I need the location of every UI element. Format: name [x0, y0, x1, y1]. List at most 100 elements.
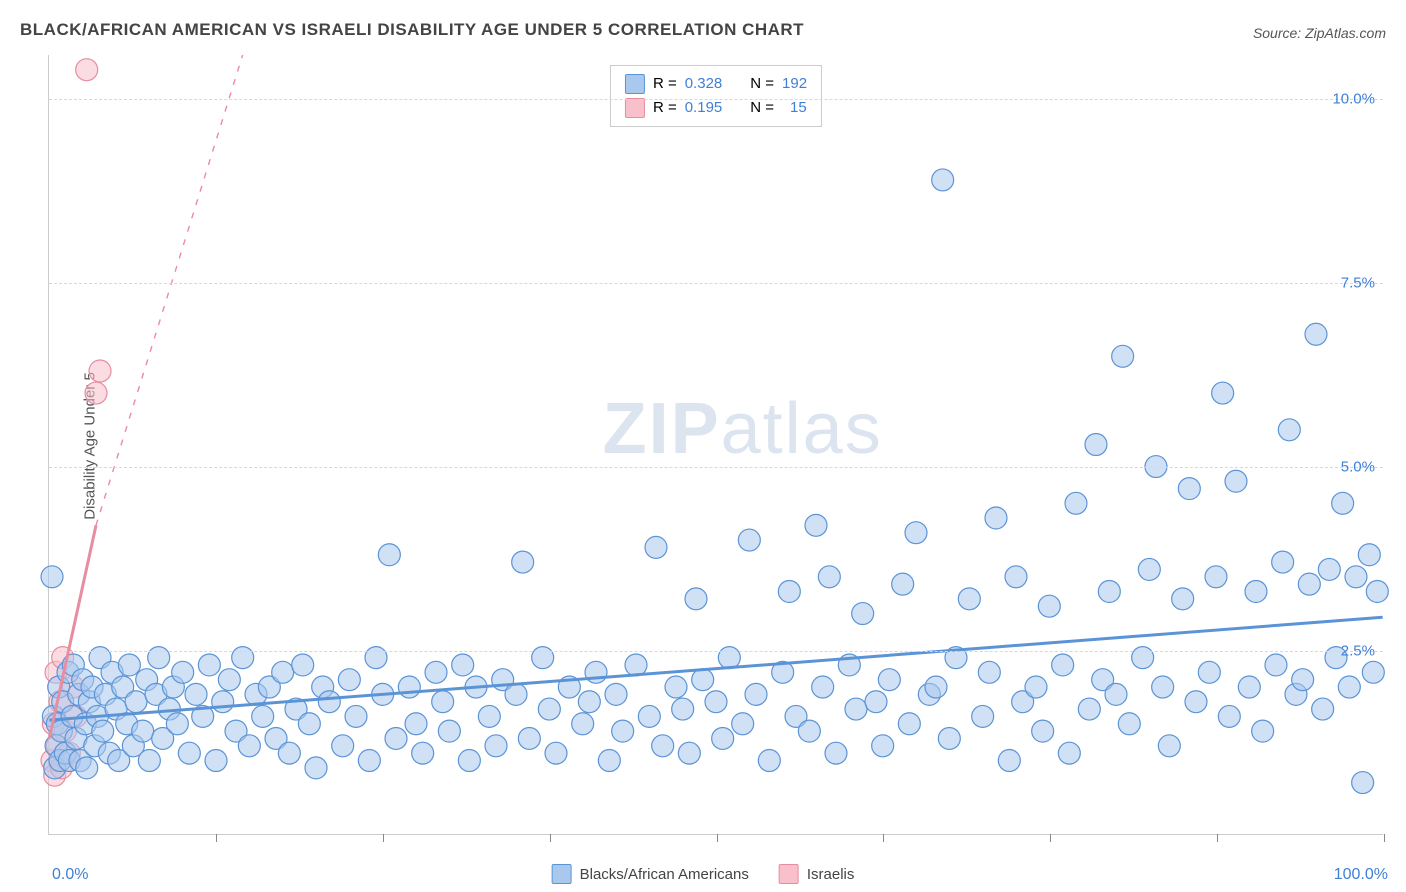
- scatter-point-blue: [1172, 588, 1194, 610]
- scatter-point-blue: [985, 507, 1007, 529]
- scatter-point-blue: [712, 727, 734, 749]
- scatter-point-blue: [758, 750, 780, 772]
- scatter-point-blue: [865, 691, 887, 713]
- scatter-point-blue: [1338, 676, 1360, 698]
- scatter-point-blue: [538, 698, 560, 720]
- scatter-point-blue: [1352, 772, 1374, 794]
- scatter-point-blue: [118, 654, 140, 676]
- swatch-pink-icon: [779, 864, 799, 884]
- x-axis-max-label: 100.0%: [1334, 866, 1388, 884]
- scatter-point-blue: [938, 727, 960, 749]
- scatter-point-blue: [232, 647, 254, 669]
- scatter-point-blue: [1298, 573, 1320, 595]
- scatter-point-blue: [518, 727, 540, 749]
- scatter-point-blue: [578, 691, 600, 713]
- scatter-point-blue: [185, 683, 207, 705]
- scatter-point-blue: [1065, 492, 1087, 514]
- scatter-point-blue: [572, 713, 594, 735]
- scatter-point-blue: [1278, 419, 1300, 441]
- scatter-point-blue: [678, 742, 700, 764]
- scatter-point-blue: [1098, 580, 1120, 602]
- scatter-point-blue: [505, 683, 527, 705]
- scatter-point-blue: [805, 514, 827, 536]
- x-tick: [1384, 834, 1385, 842]
- scatter-point-blue: [958, 588, 980, 610]
- scatter-point-blue: [645, 536, 667, 558]
- scatter-point-blue: [1362, 661, 1384, 683]
- scatter-point-blue: [1265, 654, 1287, 676]
- scatter-point-blue: [1245, 580, 1267, 602]
- scatter-point-blue: [1272, 551, 1294, 573]
- scatter-point-blue: [338, 669, 360, 691]
- scatter-point-blue: [365, 647, 387, 669]
- scatter-point-blue: [1366, 580, 1388, 602]
- scatter-point-blue: [1225, 470, 1247, 492]
- scatter-point-blue: [1212, 382, 1234, 404]
- scatter-point-blue: [1198, 661, 1220, 683]
- scatter-point-blue: [438, 720, 460, 742]
- scatter-point-blue: [878, 669, 900, 691]
- scatter-point-blue: [92, 720, 114, 742]
- scatter-point-blue: [1138, 558, 1160, 580]
- y-tick-label: 5.0%: [1341, 459, 1375, 476]
- x-tick: [883, 834, 884, 842]
- scatter-point-pink: [85, 382, 107, 404]
- x-tick: [216, 834, 217, 842]
- scatter-point-blue: [378, 544, 400, 566]
- scatter-point-blue: [778, 580, 800, 602]
- scatter-point-blue: [172, 661, 194, 683]
- scatter-point-blue: [1112, 345, 1134, 367]
- scatter-point-blue: [1005, 566, 1027, 588]
- scatter-point-blue: [892, 573, 914, 595]
- scatter-point-blue: [1152, 676, 1174, 698]
- scatter-point-blue: [705, 691, 727, 713]
- scatter-point-blue: [1185, 691, 1207, 713]
- scatter-point-blue: [998, 750, 1020, 772]
- scatter-point-blue: [1078, 698, 1100, 720]
- scatter-point-blue: [1118, 713, 1140, 735]
- scatter-point-blue: [125, 691, 147, 713]
- source-label: Source: ZipAtlas.com: [1253, 25, 1386, 41]
- plot-area: ZIPatlas R = 0.328 N = 192 R = 0.195 N =…: [48, 55, 1383, 835]
- scatter-point-blue: [972, 705, 994, 727]
- scatter-point-blue: [252, 705, 274, 727]
- scatter-point-blue: [1032, 720, 1054, 742]
- scatter-point-blue: [332, 735, 354, 757]
- series-legend: Blacks/African Americans Israelis: [552, 864, 855, 884]
- y-tick-label: 10.0%: [1332, 91, 1375, 108]
- scatter-point-blue: [272, 661, 294, 683]
- y-tick-label: 7.5%: [1341, 275, 1375, 292]
- scatter-point-blue: [298, 713, 320, 735]
- scatter-point-blue: [925, 676, 947, 698]
- scatter-point-blue: [432, 691, 454, 713]
- scatter-point-blue: [218, 669, 240, 691]
- legend-item-pink: Israelis: [779, 864, 855, 884]
- x-tick: [383, 834, 384, 842]
- scatter-point-blue: [412, 742, 434, 764]
- scatter-point-blue: [738, 529, 760, 551]
- trend-line: [96, 55, 243, 525]
- scatter-point-blue: [238, 735, 260, 757]
- scatter-point-blue: [1252, 720, 1274, 742]
- scatter-point-blue: [132, 720, 154, 742]
- scatter-point-blue: [205, 750, 227, 772]
- scatter-point-blue: [1085, 434, 1107, 456]
- scatter-point-blue: [278, 742, 300, 764]
- scatter-point-blue: [385, 727, 407, 749]
- scatter-point-blue: [1058, 742, 1080, 764]
- grid-line: [49, 99, 1383, 100]
- scatter-point-blue: [405, 713, 427, 735]
- scatter-point-blue: [485, 735, 507, 757]
- scatter-point-blue: [1105, 683, 1127, 705]
- grid-line: [49, 651, 1383, 652]
- scatter-point-blue: [425, 661, 447, 683]
- scatter-point-blue: [1025, 676, 1047, 698]
- scatter-point-blue: [1132, 647, 1154, 669]
- scatter-point-blue: [292, 654, 314, 676]
- scatter-point-blue: [358, 750, 380, 772]
- scatter-point-blue: [1052, 654, 1074, 676]
- scatter-point-blue: [685, 588, 707, 610]
- x-tick: [1217, 834, 1218, 842]
- scatter-point-blue: [1292, 669, 1314, 691]
- scatter-point-blue: [1205, 566, 1227, 588]
